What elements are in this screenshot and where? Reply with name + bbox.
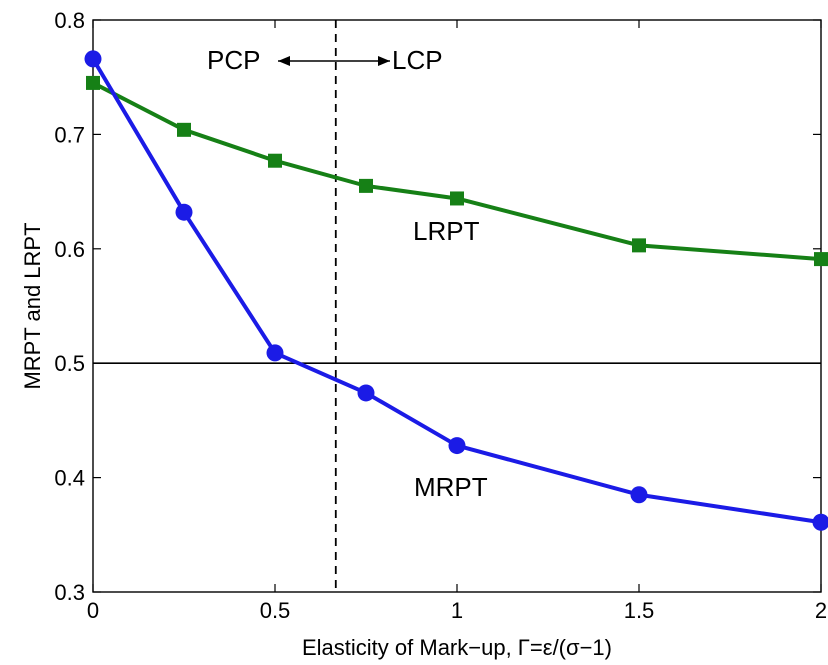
y-axis-label: MRPT and LRPT: [20, 222, 45, 389]
data-point-mrpt: [448, 437, 466, 455]
y-tick-label: 0.8: [54, 8, 85, 33]
x-tick-label: 2: [815, 598, 827, 623]
data-point-mrpt: [812, 513, 828, 531]
x-tick-label: 0: [87, 598, 99, 623]
annotation-arrowhead-right: [378, 56, 390, 66]
annotation-arrowhead-left: [278, 56, 290, 66]
series-label-lrpt: LRPT: [413, 216, 480, 246]
y-tick-label: 0.3: [54, 580, 85, 605]
data-point-mrpt: [84, 50, 102, 68]
series-label-mrpt: MRPT: [414, 472, 488, 502]
y-tick-label: 0.4: [54, 466, 85, 491]
annotation-pcp: PCP: [207, 45, 260, 75]
data-point-lrpt: [814, 252, 828, 267]
data-point-lrpt: [268, 153, 282, 168]
data-point-lrpt: [632, 238, 646, 253]
y-tick-label: 0.7: [54, 122, 85, 147]
data-point-mrpt: [630, 486, 648, 504]
data-point-mrpt: [266, 344, 284, 362]
x-tick-label: 1: [451, 598, 463, 623]
data-point-lrpt: [450, 191, 464, 206]
x-tick-label: 0.5: [260, 598, 291, 623]
data-point-lrpt: [359, 178, 373, 193]
y-tick-label: 0.6: [54, 237, 85, 262]
x-axis-label: Elasticity of Mark−up, Γ=ε/(σ−1): [302, 635, 612, 660]
data-point-mrpt: [357, 384, 375, 402]
data-point-lrpt: [86, 75, 100, 90]
data-point-lrpt: [177, 122, 191, 137]
data-point-mrpt: [175, 203, 193, 221]
y-tick-label: 0.5: [54, 351, 85, 376]
plot-area: 0 0.5 1 1.5 2 0.3 0.4 0.5 0.6 0.7 0.8 Elasticity of…: [20, 8, 828, 660]
annotation-lcp: LCP: [392, 45, 443, 75]
x-tick-label: 1.5: [624, 598, 655, 623]
